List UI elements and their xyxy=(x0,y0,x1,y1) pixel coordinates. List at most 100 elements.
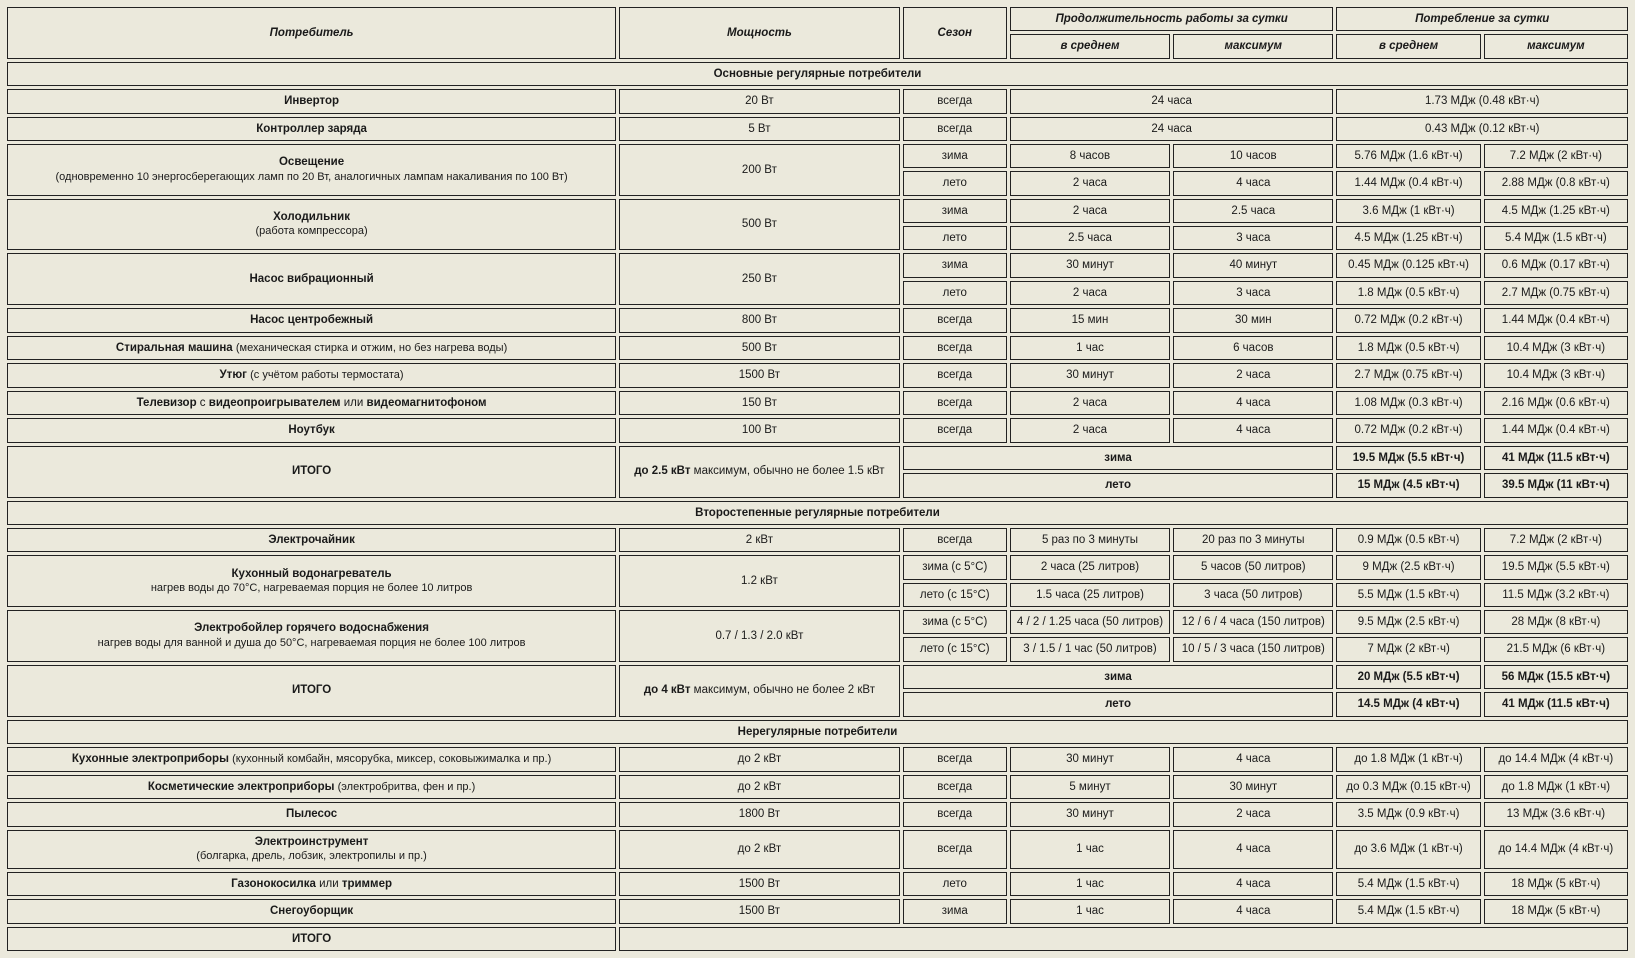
cell-total-label: ИТОГО xyxy=(7,446,616,498)
header-season: Сезон xyxy=(903,7,1007,59)
cell-consumer: Телевизор с видеопроигрывателем или виде… xyxy=(7,391,616,415)
total-row: ИТОГОдо 2.5 кВт максимум, обычно не боле… xyxy=(7,446,1628,470)
cell-duration-avg: 30 минут xyxy=(1010,747,1170,772)
cell-power: 150 Вт xyxy=(619,391,900,415)
cell-power: 1500 Вт xyxy=(619,899,900,923)
cell-duration-avg: 5 раз по 3 минуты xyxy=(1010,528,1170,552)
section-title: Нерегулярные потребители xyxy=(7,720,1628,744)
table-body: Основные регулярные потребители Инвертор 2… xyxy=(7,62,1628,951)
cell-duration-avg: 8 часов xyxy=(1010,144,1170,168)
cell-consumption-avg: 0.45 МДж (0.125 кВт·ч) xyxy=(1336,253,1480,277)
cell-consumption-avg: до 1.8 МДж (1 кВт·ч) xyxy=(1336,747,1480,772)
cell-duration-avg: 2 часа xyxy=(1010,199,1170,223)
cell-consumer: Насос центробежный xyxy=(7,308,616,332)
cell-consumption-avg: 3.5 МДж (0.9 кВт·ч) xyxy=(1336,802,1480,826)
cell-season: зима xyxy=(903,253,1007,277)
cell-duration-max: 4 часа xyxy=(1173,747,1333,772)
cell-consumption-max: 1.44 МДж (0.4 кВт·ч) xyxy=(1484,308,1628,332)
cell-total-power: до 4 кВт максимум, обычно не более 2 кВт xyxy=(619,665,900,717)
cell-duration-max: 30 минут xyxy=(1173,775,1333,800)
cell-duration-avg: 30 минут xyxy=(1010,802,1170,826)
cell-season: зима xyxy=(903,144,1007,168)
header-duration-group: Продолжительность работы за сутки xyxy=(1010,7,1334,31)
cell-duration-avg: 2 часа xyxy=(1010,171,1170,195)
table-row: Снегоуборщик1500 Втзима1 час4 часа5.4 МД… xyxy=(7,899,1628,923)
table-header: Потребитель Мощность Сезон Продолжительн… xyxy=(7,7,1628,59)
cell-consumption-max: 10.4 МДж (3 кВт·ч) xyxy=(1484,363,1628,388)
cell-duration-avg: 4 / 2 / 1.25 часа (50 литров) xyxy=(1010,610,1170,634)
cell-consumer: Холодильник(работа компрессора) xyxy=(7,199,616,251)
cell-power: 1.2 кВт xyxy=(619,555,900,607)
cell-season: лето (с 15°C) xyxy=(903,637,1007,661)
cell-duration-avg: 3 / 1.5 / 1 час (50 литров) xyxy=(1010,637,1170,661)
cell-season: зима xyxy=(903,199,1007,223)
cell-consumption-max: 13 МДж (3.6 кВт·ч) xyxy=(1484,802,1628,826)
cell-consumption-max: 28 МДж (8 кВт·ч) xyxy=(1484,610,1628,634)
table-row: Ноутбук100 Втвсегда2 часа4 часа0.72 МДж … xyxy=(7,418,1628,442)
cell-duration: 24 часа xyxy=(1010,117,1334,141)
cell-consumption-max: 18 МДж (5 кВт·ч) xyxy=(1484,872,1628,896)
cell-total-label: ИТОГО xyxy=(7,665,616,717)
cell-consumption-max: 0.6 МДж (0.17 кВт·ч) xyxy=(1484,253,1628,277)
cell-duration-avg: 2 часа xyxy=(1010,418,1170,442)
cell-consumer: Электробойлер горячего водоснабжениянагр… xyxy=(7,610,616,662)
cell-duration-max: 4 часа xyxy=(1173,872,1333,896)
cell-consumer: Насос вибрационный xyxy=(7,253,616,305)
cell-season: всегда xyxy=(903,391,1007,415)
cell-duration-avg: 1 час xyxy=(1010,899,1170,923)
table-row: Холодильник(работа компрессора)500 Втзим… xyxy=(7,199,1628,223)
cell-duration-avg: 15 мин xyxy=(1010,308,1170,332)
cell-duration-max: 4 часа xyxy=(1173,391,1333,415)
header-consumption-max: максимум xyxy=(1484,34,1628,58)
cell-duration-avg: 1 час xyxy=(1010,830,1170,869)
cell-duration-max: 5 часов (50 литров) xyxy=(1173,555,1333,579)
table-row: Освещение(одновременно 10 энергосберегаю… xyxy=(7,144,1628,168)
cell-consumption: 1.73 МДж (0.48 кВт·ч) xyxy=(1336,89,1628,113)
cell-total-power: до 2.5 кВт максимум, обычно не более 1.5… xyxy=(619,446,900,498)
cell-consumption-avg: 5.76 МДж (1.6 кВт·ч) xyxy=(1336,144,1480,168)
cell-season: лето (с 15°C) xyxy=(903,583,1007,607)
table-row: Утюг (с учётом работы термостата)1500 Вт… xyxy=(7,363,1628,388)
cell-duration-max: 2.5 часа xyxy=(1173,199,1333,223)
cell-duration-max: 10 часов xyxy=(1173,144,1333,168)
cell-power: до 2 кВт xyxy=(619,775,900,800)
section-header: Основные регулярные потребители xyxy=(7,62,1628,86)
cell-consumption-max: 19.5 МДж (5.5 кВт·ч) xyxy=(1484,555,1628,579)
table-row: Электроинструмент(болгарка, дрель, лобзи… xyxy=(7,830,1628,869)
total-row: ИТОГО xyxy=(7,927,1628,951)
cell-season: зима (с 5°C) xyxy=(903,610,1007,634)
cell-consumption-avg: 7 МДж (2 кВт·ч) xyxy=(1336,637,1480,661)
cell-duration-max: 4 часа xyxy=(1173,899,1333,923)
cell-consumer: Кухонные электроприборы (кухонный комбай… xyxy=(7,747,616,772)
cell-consumption-max: 1.44 МДж (0.4 кВт·ч) xyxy=(1484,418,1628,442)
total-row: ИТОГОдо 4 кВт максимум, обычно не более … xyxy=(7,665,1628,689)
cell-season: всегда xyxy=(903,418,1007,442)
cell-consumption-avg: до 3.6 МДж (1 кВт·ч) xyxy=(1336,830,1480,869)
cell-consumption-max: 2.88 МДж (0.8 кВт·ч) xyxy=(1484,171,1628,195)
table-row: Электрочайник2 кВтвсегда5 раз по 3 минут… xyxy=(7,528,1628,552)
cell-duration-max: 12 / 6 / 4 часа (150 литров) xyxy=(1173,610,1333,634)
cell-season: зима (с 5°C) xyxy=(903,555,1007,579)
cell-consumption-max: 18 МДж (5 кВт·ч) xyxy=(1484,899,1628,923)
cell-duration-max: 4 часа xyxy=(1173,171,1333,195)
table-row: Кухонный водонагревательнагрев воды до 7… xyxy=(7,555,1628,579)
header-consumption-group: Потребление за сутки xyxy=(1336,7,1628,31)
cell-season: лето xyxy=(903,226,1007,250)
cell-total-cons-avg: 14.5 МДж (4 кВт·ч) xyxy=(1336,692,1480,716)
cell-duration-max: 40 минут xyxy=(1173,253,1333,277)
cell-season: всегда xyxy=(903,802,1007,826)
cell-power: до 2 кВт xyxy=(619,747,900,772)
cell-consumer: Утюг (с учётом работы термостата) xyxy=(7,363,616,388)
cell-duration-avg: 2.5 часа xyxy=(1010,226,1170,250)
cell-consumption-max: 11.5 МДж (3.2 кВт·ч) xyxy=(1484,583,1628,607)
cell-consumption-max: 2.16 МДж (0.6 кВт·ч) xyxy=(1484,391,1628,415)
cell-consumption-max: 4.5 МДж (1.25 кВт·ч) xyxy=(1484,199,1628,223)
cell-consumer: Инвертор xyxy=(7,89,616,113)
cell-season: всегда xyxy=(903,363,1007,388)
cell-consumer: Электрочайник xyxy=(7,528,616,552)
header-duration-avg: в среднем xyxy=(1010,34,1170,58)
cell-consumption-avg: 5.4 МДж (1.5 кВт·ч) xyxy=(1336,872,1480,896)
energy-consumption-table: Потребитель Мощность Сезон Продолжительн… xyxy=(4,4,1631,954)
cell-power: 0.7 / 1.3 / 2.0 кВт xyxy=(619,610,900,662)
cell-season: всегда xyxy=(903,308,1007,332)
